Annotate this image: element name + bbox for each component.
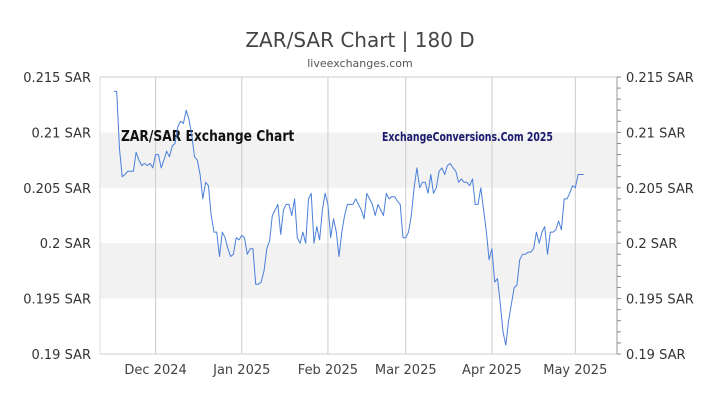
vertical-gridlines (155, 77, 576, 354)
y-tick-label-left: 0.205 SAR (23, 182, 91, 197)
y-tick-label-left: 0.21 SAR (32, 126, 92, 141)
y-tick-label-right: 0.195 SAR (626, 293, 694, 308)
x-tick-label: Apr 2025 (462, 363, 522, 378)
y-axis-right-labels: 0.215 SAR 0.21 SAR 0.205 SAR 0.2 SAR 0.195 S… (626, 71, 694, 363)
y-tick-label-left: 0.19 SAR (32, 348, 92, 363)
x-tick-label: Dec 2024 (124, 363, 186, 378)
y-tick-label-right: 0.21 SAR (626, 126, 686, 141)
watermark-text: ExchangeConversions.Com 2025 (382, 130, 553, 144)
right-axis-minor-ticks (617, 76, 621, 355)
y-axis-left-labels: 0.215 SAR 0.21 SAR 0.205 SAR 0.2 SAR 0.195 S… (23, 71, 91, 363)
y-tick-label-right: 0.215 SAR (626, 71, 694, 86)
y-tick-label-left: 0.2 SAR (40, 237, 91, 252)
inner-chart-title: ZAR/SAR Exchange Chart (121, 128, 295, 145)
chart-subtitle: liveexchanges.com (307, 57, 412, 70)
x-tick-label: Jan 2025 (212, 363, 270, 378)
y-tick-label-left: 0.195 SAR (23, 293, 91, 308)
x-axis-labels: Dec 2024 Jan 2025 Feb 2025 Mar 2025 Apr 2025… (124, 363, 607, 378)
x-tick-label: May 2025 (543, 363, 607, 378)
y-tick-label-right: 0.205 SAR (626, 182, 694, 197)
grid-band (100, 243, 617, 299)
x-tick-label: Feb 2025 (298, 363, 358, 378)
y-tick-label-left: 0.215 SAR (23, 71, 91, 86)
y-tick-label-right: 0.19 SAR (626, 348, 686, 363)
series-line (113, 90, 584, 346)
grid-bands (100, 132, 617, 299)
y-tick-label-right: 0.2 SAR (626, 237, 677, 252)
grid-band (100, 132, 617, 188)
chart-title: ZAR/SAR Chart | 180 D (245, 28, 474, 52)
x-tick-label: Mar 2025 (375, 363, 437, 378)
